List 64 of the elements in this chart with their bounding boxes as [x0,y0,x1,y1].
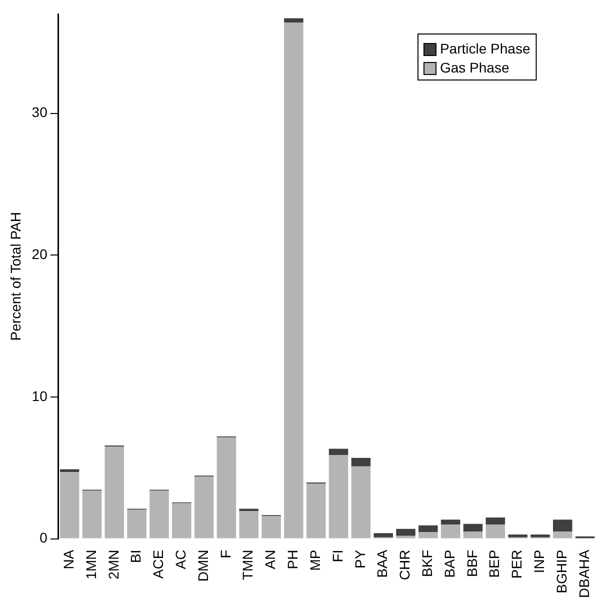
bar [328,455,348,538]
bar [440,524,460,538]
y-tick-label: 10 [32,388,48,404]
bar [239,508,259,512]
x-tick-label: BEP [486,550,502,578]
x-tick-label: AC [172,550,188,570]
bar [284,18,304,23]
x-tick-label: DMN [194,550,211,582]
y-tick-label: 30 [32,104,48,120]
bar [194,476,214,538]
bar [486,517,506,525]
x-tick-label: BGHIP [553,550,570,594]
bar [104,446,124,538]
x-tick-label: NA [60,549,76,570]
x-tick-label: BAP [441,550,458,578]
bar [418,532,438,538]
legend-label: Gas Phase [440,59,510,76]
x-tick-label: DBAHA [576,549,592,598]
bar [530,534,550,538]
bar [351,466,371,538]
bar [216,437,236,538]
y-tick-label: 0 [40,530,48,546]
x-tick-label: INP [531,550,548,574]
x-tick-label: MP [306,550,323,571]
x-tick-label: BKF [419,550,436,577]
x-tick-label: PH [284,550,301,570]
x-tick-label: BBF [464,550,480,577]
bar [552,520,572,532]
x-tick-label: PER [508,550,525,579]
bar [150,490,169,538]
x-tick-label: PY [352,549,368,568]
bar [396,536,416,538]
legend-label: Particle Phase [440,40,530,56]
bar [172,503,192,538]
bar [552,532,572,538]
bar [306,483,326,538]
x-tick-label: CHR [396,550,413,580]
x-tick-label: 2MN [105,550,122,580]
x-tick-label: BAA [374,549,390,578]
bar [486,524,506,538]
bar [60,472,80,538]
x-tick-label: TMN [240,550,256,580]
x-tick-label: BI [128,550,144,563]
bar [328,448,348,456]
x-tick-label: AN [262,550,278,570]
y-axis-title: Percent of Total PAH [7,212,24,341]
bar [284,22,304,538]
bar [463,524,483,532]
bar [463,532,483,538]
x-tick-label: FI [329,550,346,562]
bar [127,510,146,538]
bar [239,511,259,538]
bar [396,528,416,536]
bar [418,525,438,532]
bar [351,458,371,466]
x-tick-label: 1MN [82,550,99,580]
y-tick-label: 20 [32,246,48,262]
x-tick-label: ACE [150,550,166,579]
bar [82,490,102,538]
bar [262,516,281,538]
bar [374,533,393,538]
bar [508,534,528,538]
bar [440,520,460,525]
x-tick-label: F [217,550,234,558]
